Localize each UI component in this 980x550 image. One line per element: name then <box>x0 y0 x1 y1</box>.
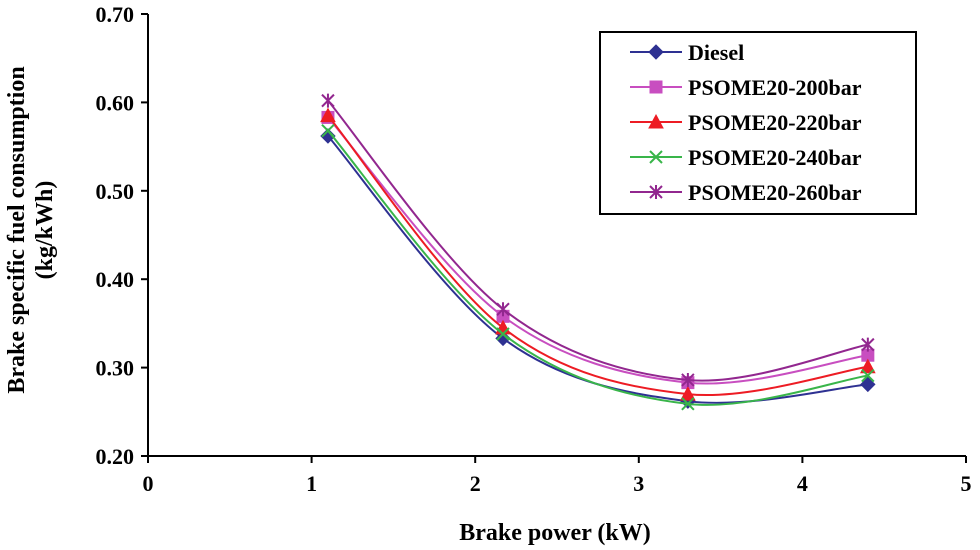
y-tick-label: 0.30 <box>96 356 135 381</box>
series-psome20-240bar <box>321 123 875 411</box>
data-point-x <box>321 123 335 138</box>
x-tick-label: 3 <box>633 471 644 496</box>
plot-area <box>147 14 966 457</box>
y-tick-label: 0.20 <box>96 444 135 469</box>
legend-marker <box>649 80 663 94</box>
legend-label: PSOME20-200bar <box>688 75 862 100</box>
series-layer <box>320 93 876 411</box>
series-psome20-260bar <box>321 93 875 387</box>
series-line <box>327 116 868 385</box>
legend-label: PSOME20-240bar <box>688 145 862 170</box>
legend-label: PSOME20-260bar <box>688 180 862 205</box>
legend-entry: PSOME20-260bar <box>630 180 862 205</box>
legend-entry: PSOME20-240bar <box>630 145 862 170</box>
y-tick-label: 0.50 <box>96 179 135 204</box>
y-axis-title-line-1: Brake specific fuel consumption <box>4 66 30 393</box>
x-tick-label: 0 <box>143 471 154 496</box>
x-axis-title: Brake power (kW) <box>459 520 651 546</box>
data-point-x <box>861 368 875 383</box>
x-axis-ticks: 0 1 2 3 4 5 <box>143 456 972 496</box>
series-line <box>327 115 868 396</box>
data-point-star <box>496 302 510 317</box>
data-point-x <box>496 327 510 341</box>
y-axis-title: Brake specific fuel consumption (kg/kWh) <box>4 66 58 393</box>
y-axis-title-line-2: (kg/kWh) <box>32 181 58 280</box>
legend-label: Diesel <box>688 40 744 65</box>
legend-entry: PSOME20-220bar <box>630 110 862 135</box>
data-point-triangle <box>680 386 696 401</box>
legend-label: PSOME20-220bar <box>688 110 862 135</box>
legend-entry: PSOME20-200bar <box>630 75 862 100</box>
y-axis-ticks: 0.20 0.30 0.40 0.50 0.60 0.70 <box>96 2 148 469</box>
data-point-diamond <box>860 376 876 393</box>
data-point-triangle <box>320 107 336 123</box>
data-point-star <box>321 93 335 108</box>
y-tick-label: 0.40 <box>96 267 135 292</box>
data-point-star <box>861 337 875 352</box>
series-line <box>327 99 869 382</box>
x-tick-label: 2 <box>470 471 481 496</box>
data-point-diamond <box>495 330 511 347</box>
legend-entry: Diesel <box>630 40 744 65</box>
legend-marker <box>649 185 663 199</box>
series-line <box>327 130 868 406</box>
data-point-diamond <box>320 128 336 144</box>
series-psome20-220bar <box>320 107 876 401</box>
legend-marker <box>649 150 663 164</box>
y-tick-label: 0.70 <box>96 2 135 27</box>
y-tick-label: 0.60 <box>96 90 135 115</box>
x-tick-label: 1 <box>306 471 317 496</box>
legend-marker <box>648 44 664 60</box>
data-point-x <box>681 397 695 411</box>
x-tick-label: 5 <box>961 471 972 496</box>
x-tick-label: 4 <box>797 471 808 496</box>
legend: Diesel PSOME20-200bar PSOME20-220bar PSOME2… <box>599 31 917 215</box>
legend-marker <box>648 113 664 129</box>
data-point-star <box>681 372 695 387</box>
data-point-triangle <box>860 358 876 374</box>
series-line <box>327 135 868 404</box>
